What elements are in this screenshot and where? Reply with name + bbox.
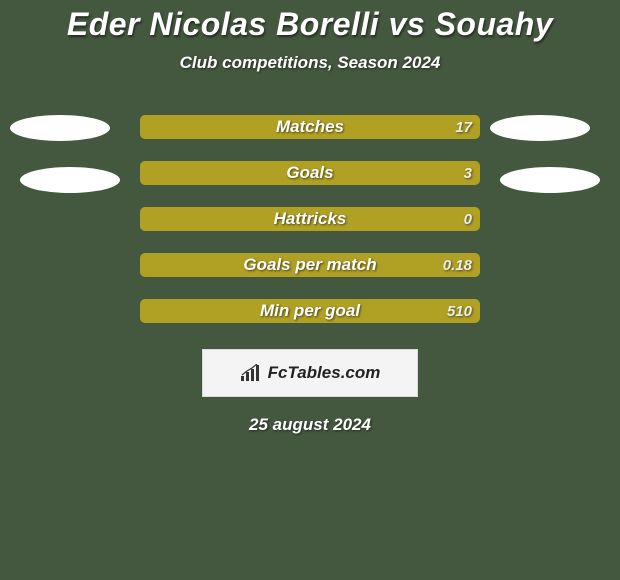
- stat-row: Hattricks 0: [140, 207, 480, 231]
- stat-label: Min per goal: [260, 301, 360, 321]
- stat-row: Min per goal 510: [140, 299, 480, 323]
- stat-row: Goals 3: [140, 161, 480, 185]
- left-player-marker: [20, 167, 120, 193]
- footer-date: 25 august 2024: [0, 415, 620, 435]
- stat-value: 510: [447, 303, 472, 320]
- stat-row: Matches 17: [140, 115, 480, 139]
- stat-value: 17: [455, 119, 472, 136]
- left-player-marker: [10, 115, 110, 141]
- stat-label: Goals per match: [243, 255, 376, 275]
- branding-text: FcTables.com: [268, 363, 381, 383]
- right-player-marker: [490, 115, 590, 141]
- branding-box: FcTables.com: [202, 349, 418, 397]
- stat-value: 0: [464, 211, 472, 228]
- stat-label: Hattricks: [274, 209, 347, 229]
- bar-chart-icon: [240, 364, 262, 382]
- stats-area: Matches 17 Goals 3 Hattricks 0 Goals per match…: [0, 115, 620, 327]
- page-root: Eder Nicolas Borelli vs Souahy Club comp…: [0, 0, 620, 435]
- right-player-marker: [500, 167, 600, 193]
- stat-value: 3: [464, 165, 472, 182]
- stat-row: Goals per match 0.18: [140, 253, 480, 277]
- stat-label: Matches: [276, 117, 344, 137]
- stat-label: Goals: [286, 163, 333, 183]
- stat-value: 0.18: [443, 257, 472, 274]
- page-subtitle: Club competitions, Season 2024: [0, 53, 620, 73]
- page-title: Eder Nicolas Borelli vs Souahy: [0, 6, 620, 43]
